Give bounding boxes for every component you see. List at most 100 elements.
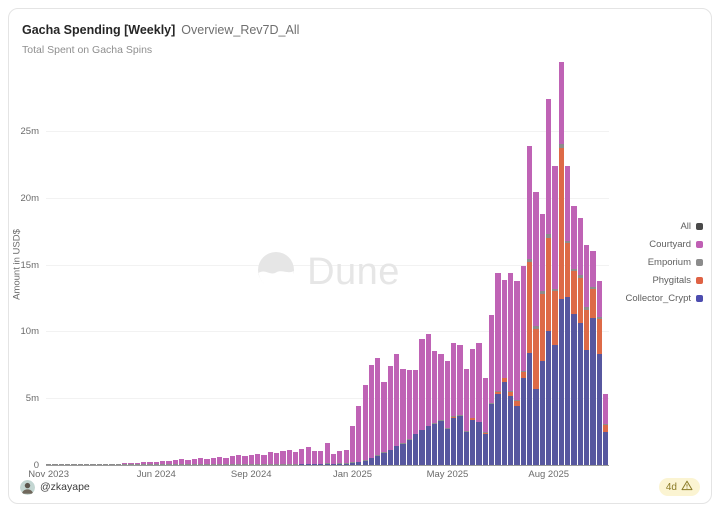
bar[interactable] [546,98,552,465]
legend-item-all[interactable]: All [607,217,703,235]
bar[interactable] [286,449,292,465]
bar[interactable] [349,426,356,465]
bar[interactable] [96,464,102,465]
bar[interactable] [216,456,223,465]
bar[interactable] [153,461,159,465]
bar[interactable] [419,339,425,465]
bar[interactable] [147,462,153,465]
bar[interactable] [90,464,96,465]
bar[interactable] [204,458,210,465]
bar[interactable] [185,460,191,465]
bar[interactable] [305,446,311,465]
chart-title[interactable]: Gacha Spending [Weekly] [22,23,176,37]
bar[interactable] [356,406,362,465]
bar[interactable] [71,464,77,465]
legend-item-courtyard[interactable]: Courtyard [607,235,703,253]
bar[interactable] [166,461,172,465]
staleness-badge[interactable]: 4d [658,478,700,496]
bar[interactable] [539,213,546,465]
bar[interactable] [140,462,147,465]
bar[interactable] [565,165,571,465]
bar[interactable] [292,451,299,465]
bar[interactable] [527,145,533,465]
bar[interactable] [197,458,204,465]
bar[interactable] [571,205,577,465]
bar[interactable] [330,453,337,465]
bar[interactable] [299,448,305,465]
bar[interactable] [451,343,457,465]
bar[interactable] [444,360,451,465]
bar[interactable] [52,464,58,465]
bar[interactable] [83,464,90,465]
bar[interactable] [603,394,609,465]
dashboard-context[interactable]: Overview_Rev7D_All [181,23,300,37]
bar[interactable] [102,464,109,465]
bar[interactable] [242,456,248,465]
bar[interactable] [470,348,476,465]
bar[interactable] [387,366,394,465]
bar[interactable] [406,369,413,465]
bar[interactable] [46,464,52,465]
bar[interactable] [413,370,419,465]
bar[interactable] [109,463,115,465]
bar[interactable] [343,449,349,465]
legend-item-phygitals[interactable]: Phygitals [607,271,703,289]
bar[interactable] [432,351,438,465]
bar[interactable] [596,280,602,465]
legend-item-collector_crypt[interactable]: Collector_Crypt [607,289,703,307]
bar[interactable] [191,458,197,465]
bar[interactable] [324,442,330,465]
bar[interactable] [115,463,121,465]
bar[interactable] [533,192,539,465]
bar[interactable] [254,453,261,465]
bar[interactable] [318,451,324,465]
author-link[interactable]: @zkayape [20,479,90,495]
bar[interactable] [368,364,375,465]
legend-item-emporium[interactable]: Emporium [607,253,703,271]
bar[interactable] [280,450,286,465]
bar[interactable] [337,450,343,465]
bar[interactable] [58,464,64,465]
bar[interactable] [400,368,406,465]
bar[interactable] [590,251,596,465]
bar[interactable] [476,343,482,465]
bar[interactable] [514,280,520,465]
bar[interactable] [121,463,128,465]
bar-segment-collector_crypt [558,299,565,465]
bar[interactable] [223,457,229,465]
bar[interactable] [134,463,140,465]
bar-segment-collector_crypt [419,430,425,465]
bar[interactable] [577,217,584,465]
bar[interactable] [425,334,432,465]
bar[interactable] [558,61,565,465]
bar[interactable] [508,272,514,465]
bar[interactable] [552,165,558,465]
bar[interactable] [463,368,470,465]
bar[interactable] [482,378,489,465]
bar[interactable] [438,354,444,465]
bar[interactable] [64,464,71,465]
bar[interactable] [311,450,318,465]
bar[interactable] [457,344,463,465]
bar[interactable] [159,460,166,465]
bar[interactable] [235,455,242,465]
bar[interactable] [261,454,267,465]
bar[interactable] [273,453,280,465]
bar[interactable] [128,462,134,465]
bar[interactable] [375,358,381,465]
bar[interactable] [267,451,273,465]
bar[interactable] [210,457,216,465]
bar[interactable] [501,280,508,465]
bar[interactable] [489,315,495,465]
bar[interactable] [172,460,178,465]
bar[interactable] [520,265,527,465]
bar[interactable] [229,456,235,465]
bar[interactable] [248,454,254,465]
bar[interactable] [178,459,185,465]
bar[interactable] [77,464,83,465]
bar[interactable] [362,384,368,465]
bar[interactable] [584,244,590,465]
bar[interactable] [495,272,501,465]
bar[interactable] [394,354,400,465]
bar[interactable] [381,382,387,465]
